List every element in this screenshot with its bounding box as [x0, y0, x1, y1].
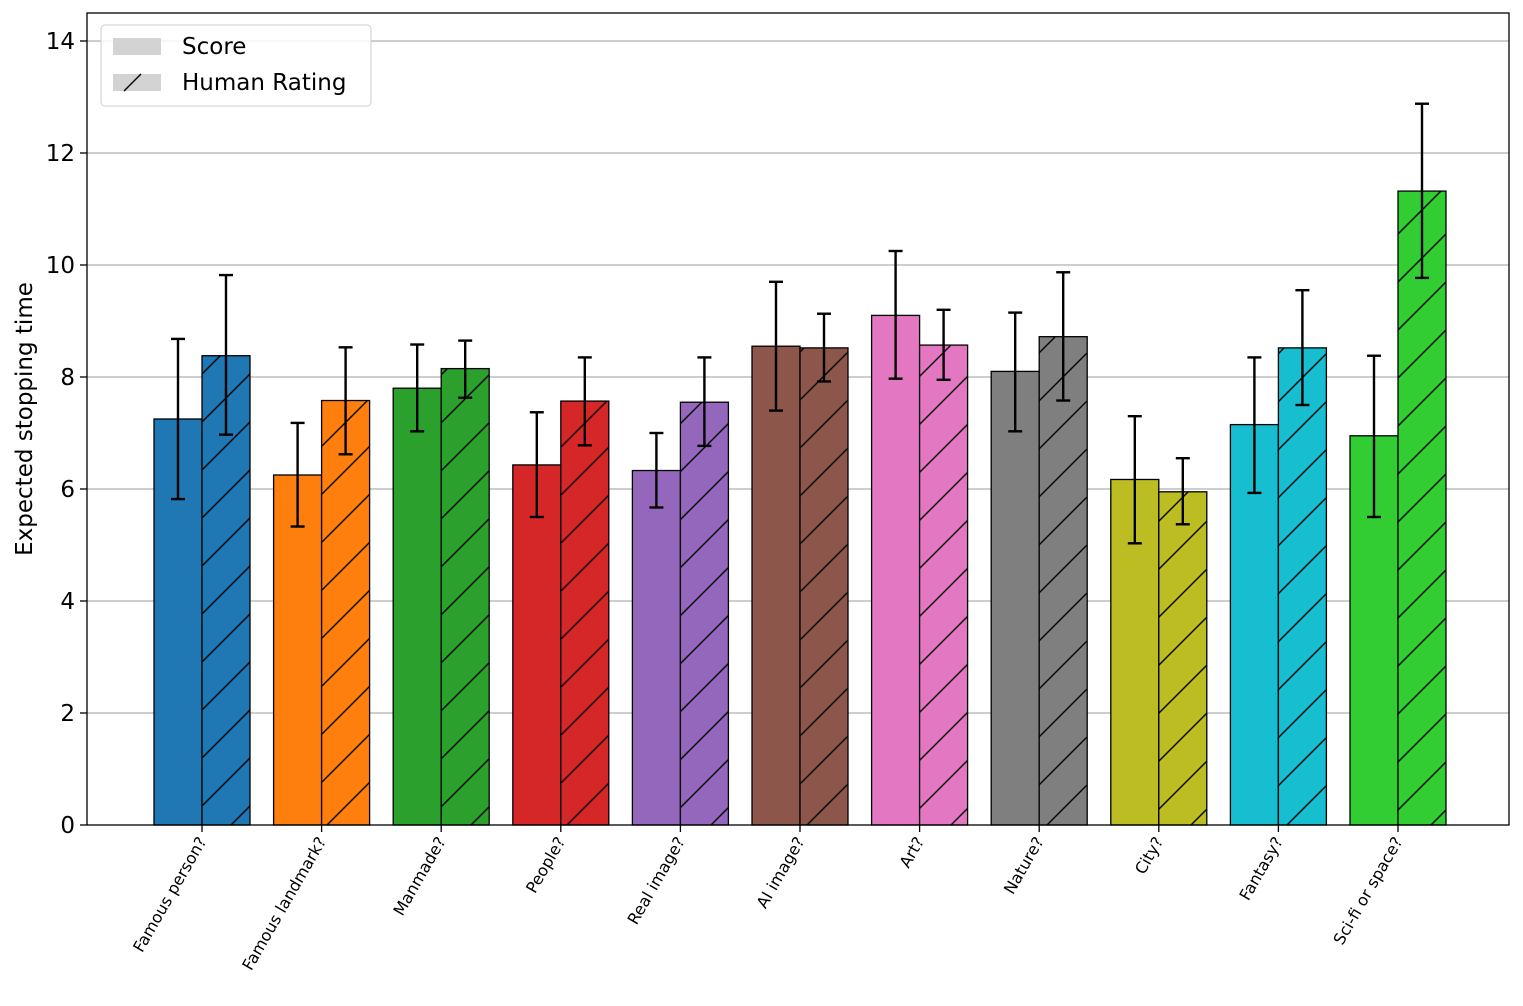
x-tick-label: Real image? [623, 834, 688, 928]
legend-box [100, 24, 372, 107]
y-tick-label: 12 [46, 141, 75, 167]
x-tick-label: Manmade? [389, 834, 449, 919]
bar-hatch [1039, 336, 1088, 825]
bar-hatch [1398, 191, 1446, 825]
y-tick-label: 8 [60, 365, 75, 391]
y-tick-label: 2 [60, 701, 75, 727]
x-tick-label: Nature? [1000, 834, 1048, 898]
x-tick-label: Famous person? [129, 834, 210, 956]
legend-label-score: Score [182, 34, 246, 60]
bar-hatch [1158, 491, 1207, 825]
bar-hatch [560, 401, 609, 825]
x-tick-label: Fantasy? [1235, 834, 1286, 904]
y-tick-label: 4 [60, 589, 75, 615]
error-bars [171, 102, 1429, 545]
legend-swatch-human-rating [113, 74, 161, 91]
bar-score [870, 314, 921, 826]
x-tick-label: City? [1131, 834, 1167, 878]
x-axis: Famous person? Famous landmark? Manmade? Pe… [129, 825, 1406, 974]
bar-hatch [441, 368, 490, 825]
bar-score [631, 469, 682, 826]
y-tick-label: 0 [60, 813, 75, 839]
bar-score [392, 387, 442, 826]
y-axis-label: Expected stopping time [12, 282, 38, 556]
bar-score [512, 464, 562, 826]
bar-score [990, 370, 1040, 826]
legend-swatch-score [113, 38, 161, 55]
y-tick-label: 14 [46, 29, 75, 55]
y-tick-label: 10 [46, 253, 75, 279]
x-tick-label: Famous landmark? [238, 834, 330, 974]
y-tick-label: 6 [60, 477, 75, 503]
bar-hatch [919, 345, 968, 825]
bar-hatch [321, 400, 370, 825]
bars [153, 190, 1447, 826]
bar-hatch [1278, 347, 1327, 825]
bar-hatch [680, 402, 729, 825]
x-tick-label: Sci-fi or space? [1329, 834, 1406, 948]
y-axis: 0 2 4 6 8 10 12 14 [46, 29, 87, 839]
x-tick-label: Art? [895, 834, 928, 871]
x-tick-label: People? [522, 834, 569, 897]
legend: Score Human Rating [100, 24, 372, 107]
x-tick-label: AI image? [752, 834, 808, 912]
plot-frame [86, 12, 1510, 826]
legend-swatch-hatch [123, 73, 142, 92]
bar-hatch [800, 347, 848, 825]
legend-label-human-rating: Human Rating [182, 70, 346, 96]
bar-score [751, 345, 801, 826]
